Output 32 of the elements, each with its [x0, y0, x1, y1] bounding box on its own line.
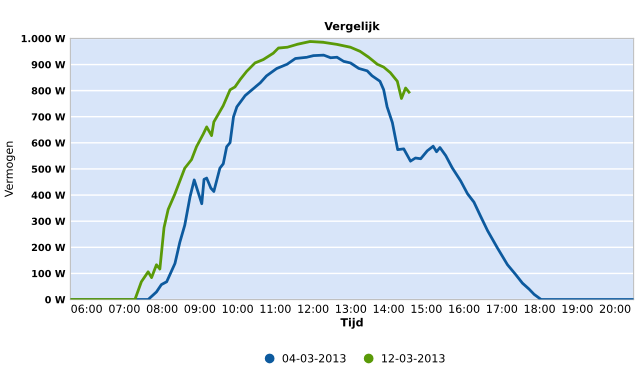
- chart-title: Vergelijk: [324, 22, 380, 32]
- x-tick-label: 08:00: [146, 304, 178, 313]
- x-tick-label: 18:00: [524, 304, 555, 313]
- x-tick-label: 15:00: [412, 304, 442, 313]
- x-axis-title: Tijd: [340, 318, 363, 329]
- x-tick-label: 16:00: [449, 304, 480, 313]
- x-tick-label: 20:00: [600, 304, 630, 313]
- y-tick-label: 400 W: [32, 192, 66, 199]
- x-tick-label: 07:00: [109, 304, 140, 313]
- y-tick-label: 100 W: [32, 270, 66, 278]
- y-tick-label: 200 W: [32, 244, 66, 252]
- y-tick-label: 900 W: [32, 60, 66, 68]
- y-tick-label: 500 W: [32, 165, 66, 173]
- legend-label: 12-03-2013: [382, 354, 445, 363]
- y-tick-label: 300 W: [32, 218, 66, 226]
- x-tick-label: 14:00: [374, 304, 404, 313]
- x-tick-label: 12:00: [298, 304, 328, 313]
- x-tick-label: 06:00: [71, 304, 102, 313]
- y-tick-label: 700 W: [32, 113, 66, 121]
- y-tick-label: 1.000 W: [22, 34, 66, 42]
- y-tick-label: 600 W: [32, 139, 66, 147]
- y-tick-label: 0 W: [45, 296, 66, 304]
- x-tick-label: 13:00: [336, 304, 366, 313]
- y-tick-label: 800 W: [32, 87, 66, 94]
- x-tick-label: 09:00: [184, 304, 216, 313]
- x-tick-label: 10:00: [222, 304, 253, 313]
- line-series: [70, 40, 410, 300]
- x-tick-label: 19:00: [562, 304, 593, 313]
- y-axis-title: Vermogen: [4, 142, 16, 198]
- x-tick-label: 17:00: [487, 304, 518, 313]
- legend-label: 04-03-2013: [282, 354, 346, 363]
- x-tick-label: 11:00: [260, 304, 291, 313]
